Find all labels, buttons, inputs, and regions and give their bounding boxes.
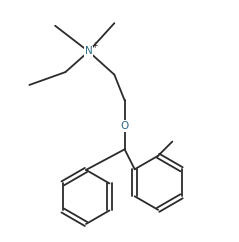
Text: O: O bbox=[120, 121, 129, 131]
Text: N: N bbox=[85, 46, 92, 56]
Text: +: + bbox=[91, 41, 98, 50]
